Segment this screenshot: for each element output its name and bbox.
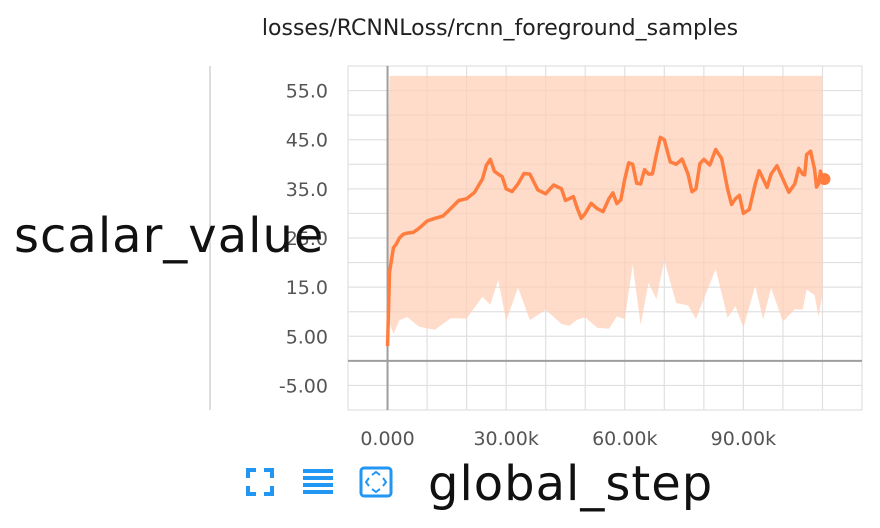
fullscreen-icon — [246, 468, 274, 496]
toggle-data-table-button[interactable] — [300, 464, 336, 500]
x-tick-label: 60.00k — [592, 428, 657, 450]
y-tick-label: 35.0 — [286, 179, 328, 201]
y-tick-label: 45.0 — [286, 130, 328, 152]
x-axis-label: global_step — [428, 456, 713, 512]
y-tick-label: 25.0 — [286, 228, 328, 250]
data-table-icon — [303, 469, 333, 494]
x-tick-label: 30.00k — [473, 428, 538, 450]
y-axis-label: scalar_value — [14, 208, 324, 264]
series-line — [385, 135, 831, 347]
fit-domain-icon — [359, 466, 393, 498]
axes — [348, 66, 862, 410]
y-tick-label: 15.0 — [286, 277, 328, 299]
y-tick-label: -5.00 — [279, 375, 328, 397]
chart-title: losses/RCNNLoss/rcnn_foreground_samples — [261, 16, 739, 41]
series-last-point — [818, 173, 831, 186]
series-path — [385, 135, 825, 347]
y-tick-label: 5.00 — [286, 326, 328, 348]
fit-domain-button[interactable] — [358, 464, 394, 500]
fullscreen-button[interactable] — [242, 464, 278, 500]
chart-controls — [242, 464, 394, 500]
y-tick-label: 55.0 — [286, 81, 328, 103]
tick-labels: -5.00 5.00 15.0 25.0 35.0 45.0 55.0 0.000 30.00k… — [279, 81, 776, 450]
x-tick-label: 90.00k — [711, 428, 776, 450]
x-tick-label: 0.000 — [360, 428, 414, 450]
